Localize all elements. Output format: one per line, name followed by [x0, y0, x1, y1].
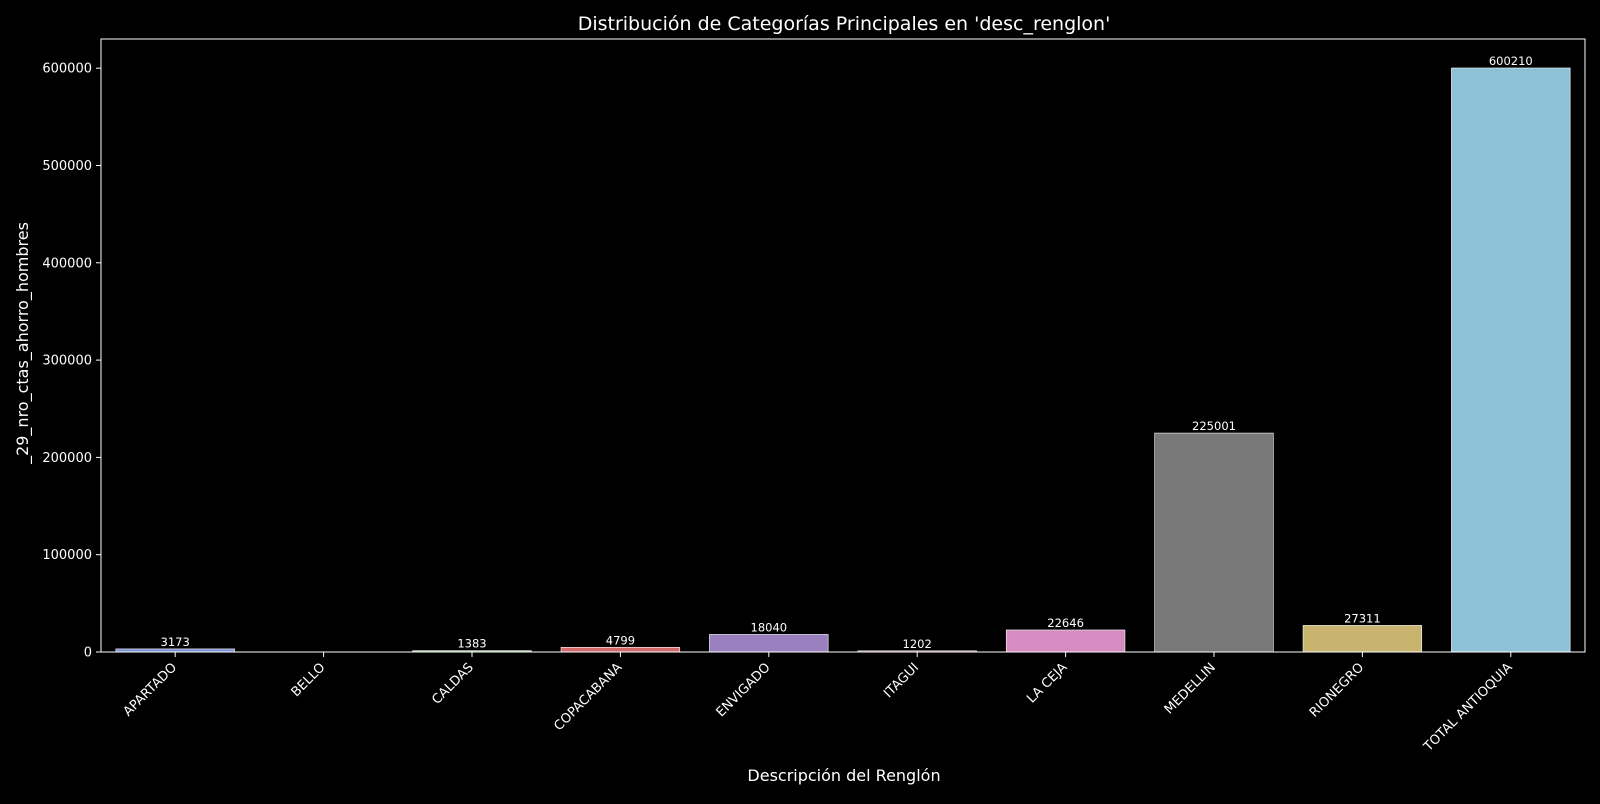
x-tick-label: APARTADO [121, 660, 180, 719]
bar-rionegro [1302, 625, 1423, 653]
y-axis-label: _29_nro_ctas_ahorro_hombres [13, 222, 33, 465]
x-tick-label: ENVIGADO [714, 660, 774, 720]
y-tick-label: 100000 [42, 548, 92, 563]
y-tick-label: 200000 [42, 451, 92, 466]
x-tick-label: TOTAL ANTIOQUIA [1421, 660, 1516, 755]
x-tick-label: MEDELLIN [1162, 660, 1219, 717]
plot-frame [100, 38, 1586, 653]
y-tick-label: 500000 [42, 159, 92, 174]
bar-value-label: 4799 [606, 633, 635, 647]
x-tick-label: ITAGUI [881, 660, 922, 701]
chart-title: Distribución de Categorías Principales e… [578, 13, 1111, 35]
bar-value-label: 1383 [457, 637, 486, 651]
bar-value-label: 22646 [1047, 616, 1084, 630]
y-tick-label: 300000 [42, 354, 92, 369]
x-axis-label: Descripción del Renglón [747, 766, 940, 785]
bar-value-label: 27311 [1344, 611, 1381, 625]
bar-la-ceja [1005, 629, 1126, 653]
x-tick-label: BELLO [289, 660, 329, 700]
y-tick-label: 600000 [42, 62, 92, 77]
bar-total-antioquia [1451, 67, 1571, 653]
bar-value-label: 18040 [751, 620, 788, 634]
bar-copacabana [560, 647, 681, 653]
y-tick-label: 400000 [42, 256, 92, 271]
bar-value-label: 3173 [161, 635, 190, 649]
plot-area: 3173 APARTADO BELLO 1383 CALDAS 4799 COPACABAN… [42, 38, 1586, 755]
bar-envigado [709, 634, 829, 653]
bar-medellin [1154, 432, 1274, 653]
x-tick-label: LA CEJA [1024, 660, 1070, 706]
x-tick-label: COPACABANA [551, 660, 625, 734]
bar-value-label: 1202 [903, 637, 932, 651]
y-tick-label: 0 [84, 646, 92, 661]
x-tick-label: RIONEGRO [1307, 660, 1367, 720]
bar-value-label: 600210 [1489, 54, 1533, 68]
bar-value-label: 225001 [1192, 419, 1236, 433]
x-tick-label: CALDAS [429, 660, 476, 707]
